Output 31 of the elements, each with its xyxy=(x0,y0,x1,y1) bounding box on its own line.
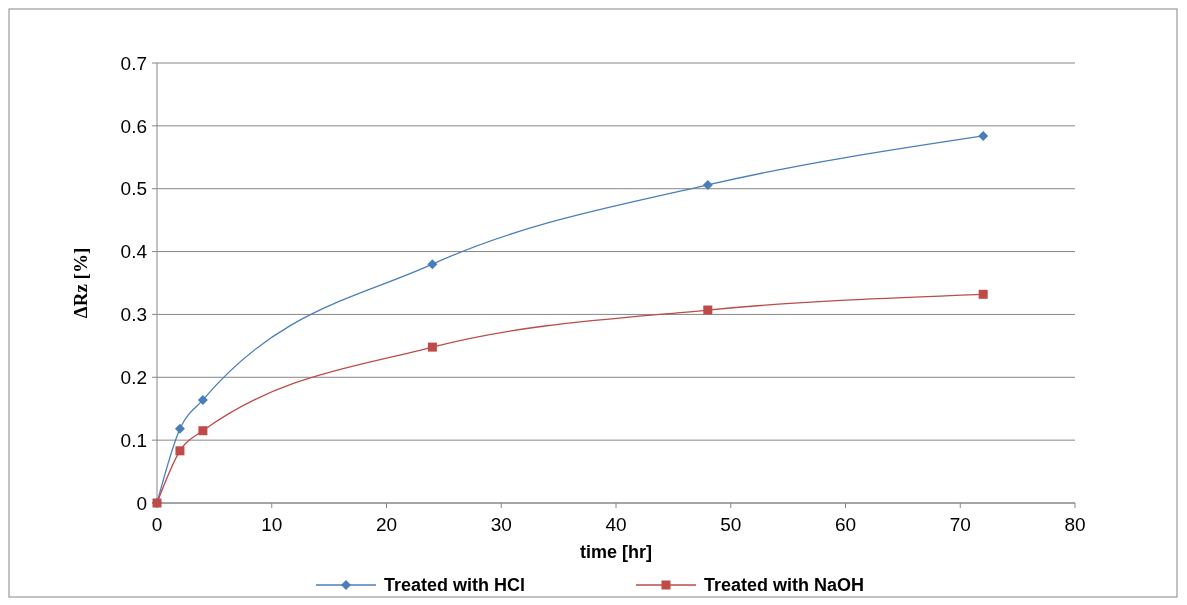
x-tick-label: 40 xyxy=(605,514,627,535)
y-tick-label: 0.1 xyxy=(120,429,147,451)
x-tick-label: 60 xyxy=(834,514,857,535)
y-tick-label: 0.7 xyxy=(120,52,147,74)
point xyxy=(174,423,185,434)
point xyxy=(197,394,208,405)
legend-label: Treated with HCl xyxy=(384,575,526,596)
x-tick-label: 50 xyxy=(720,514,742,535)
y-tick-label: 0.2 xyxy=(120,366,147,388)
y-tick-label: 0.3 xyxy=(120,304,147,326)
legend-label: Treated with NaOH xyxy=(704,575,865,596)
point xyxy=(427,342,437,352)
point xyxy=(198,426,208,436)
point xyxy=(978,130,989,141)
x-tick-label: 70 xyxy=(949,514,971,535)
x-tick-label: 0 xyxy=(151,514,163,535)
point xyxy=(702,179,713,190)
x-tick-label: 20 xyxy=(375,514,398,535)
x-tick-label: 30 xyxy=(490,514,512,535)
y-axis-title: ΔRz [%] xyxy=(70,247,91,319)
y-tick-label: 0.5 xyxy=(120,178,147,200)
y-tick-label: 0 xyxy=(136,492,147,514)
x-tick-label: 10 xyxy=(261,514,283,535)
point xyxy=(427,259,438,270)
point xyxy=(175,446,185,456)
point xyxy=(703,305,713,315)
x-tick-label: 80 xyxy=(1064,514,1086,535)
y-tick-label: 0.6 xyxy=(120,115,147,137)
point xyxy=(978,289,988,299)
x-axis-title: time [hr] xyxy=(580,542,652,562)
y-tick-label: 0.4 xyxy=(120,241,148,263)
